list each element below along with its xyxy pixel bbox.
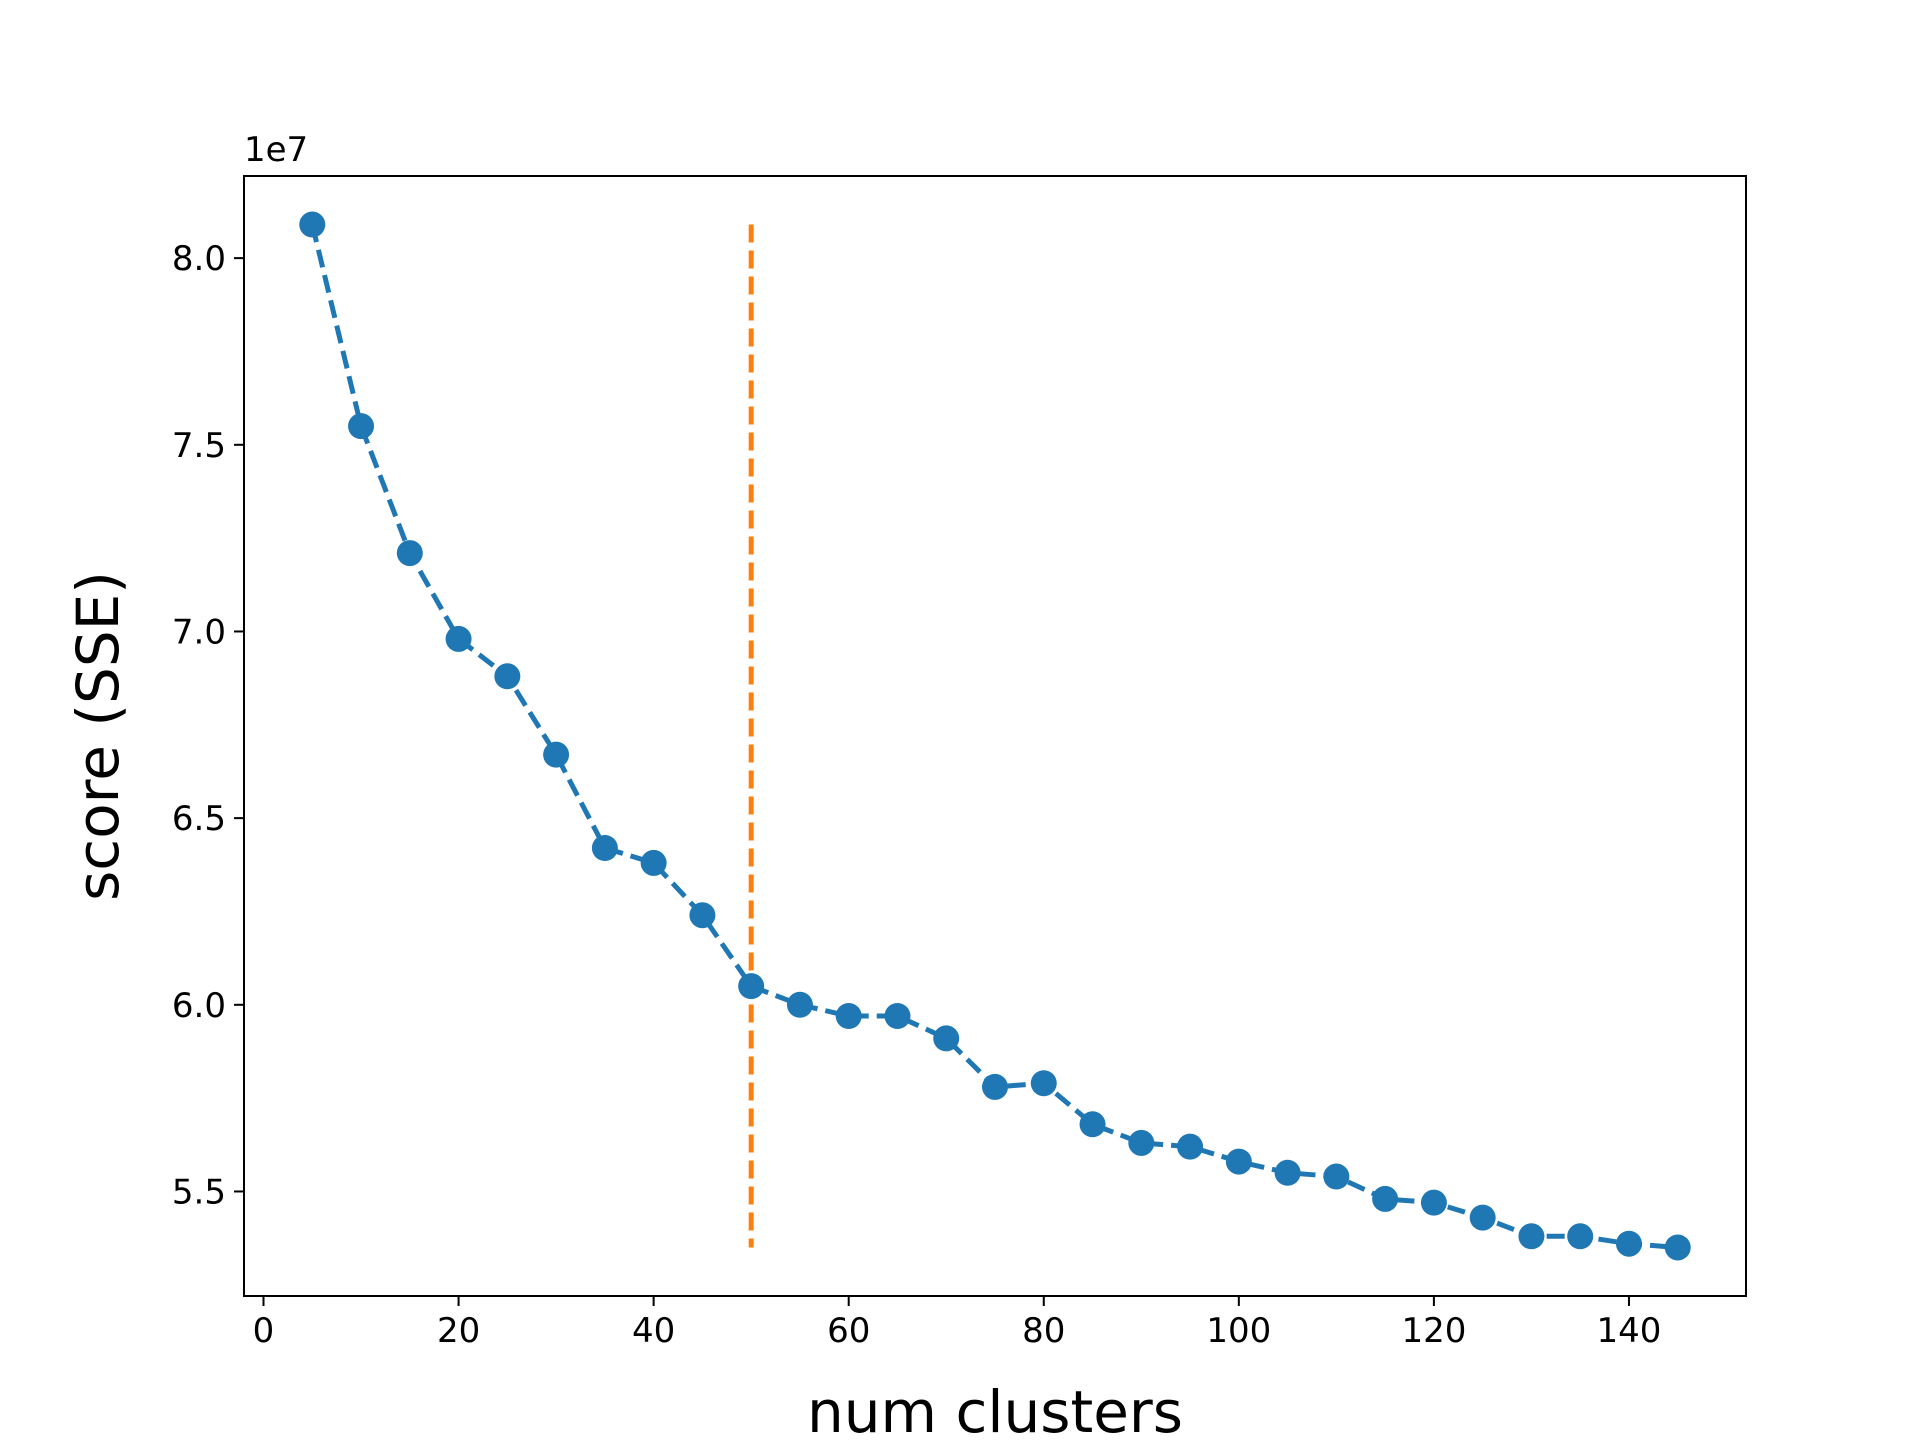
- data-point: [933, 1025, 960, 1052]
- y-axis-label: score (SSE): [64, 571, 132, 901]
- data-point: [1177, 1133, 1204, 1160]
- y-tick-label: 5.5: [172, 1172, 226, 1212]
- data-point: [982, 1073, 1008, 1100]
- plot-background: [244, 176, 1746, 1296]
- y-tick-label: 6.0: [172, 986, 226, 1026]
- data-point: [1615, 1230, 1642, 1257]
- data-point: [494, 663, 521, 690]
- x-tick-label: 120: [1401, 1311, 1466, 1351]
- data-point: [1420, 1189, 1447, 1216]
- data-point: [591, 835, 618, 861]
- data-point: [1323, 1163, 1350, 1190]
- plot-frame: [243, 175, 1747, 1297]
- data-point: [1372, 1185, 1399, 1212]
- x-tick-label: 20: [437, 1311, 480, 1351]
- y-tick-label: 7.0: [172, 612, 226, 652]
- data-point: [445, 625, 472, 652]
- x-tick-label: 0: [253, 1311, 275, 1351]
- x-axis-label: num clusters: [807, 1378, 1183, 1440]
- y-offset-label: 1e7: [244, 130, 308, 170]
- y-tick-label: 6.5: [172, 799, 226, 839]
- data-point: [1469, 1204, 1496, 1231]
- data-point: [1274, 1159, 1301, 1186]
- x-tick-label: 40: [632, 1311, 675, 1351]
- x-tick-label: 80: [1022, 1311, 1065, 1351]
- data-point: [835, 1003, 862, 1029]
- data-point: [1128, 1129, 1155, 1156]
- data-point: [299, 211, 326, 238]
- data-point: [1225, 1148, 1252, 1175]
- x-tick-label: 60: [827, 1311, 870, 1351]
- data-point: [396, 540, 423, 567]
- x-tick-label: 100: [1206, 1311, 1271, 1351]
- x-axis-ticks: 0 20 40 60 80 100 120 140: [253, 1296, 1662, 1351]
- x-tick-label: 140: [1597, 1311, 1662, 1351]
- data-point: [348, 413, 375, 440]
- series-layer: [299, 211, 1691, 1261]
- y-tick-label: 7.5: [172, 426, 226, 466]
- data-point: [1030, 1070, 1057, 1097]
- data-point: [786, 991, 813, 1018]
- y-axis-ticks: 5.5 6.0 6.5 7.0 7.5 8.0: [172, 239, 244, 1212]
- y-tick-label: 8.0: [172, 239, 226, 279]
- data-point: [543, 741, 570, 768]
- data-point: [1664, 1234, 1691, 1261]
- data-point: [738, 973, 765, 1000]
- data-point: [884, 1003, 911, 1029]
- data-point: [640, 849, 667, 876]
- data-point: [689, 902, 716, 929]
- data-point: [1518, 1223, 1545, 1250]
- data-point: [1567, 1223, 1594, 1250]
- data-point: [1079, 1111, 1106, 1138]
